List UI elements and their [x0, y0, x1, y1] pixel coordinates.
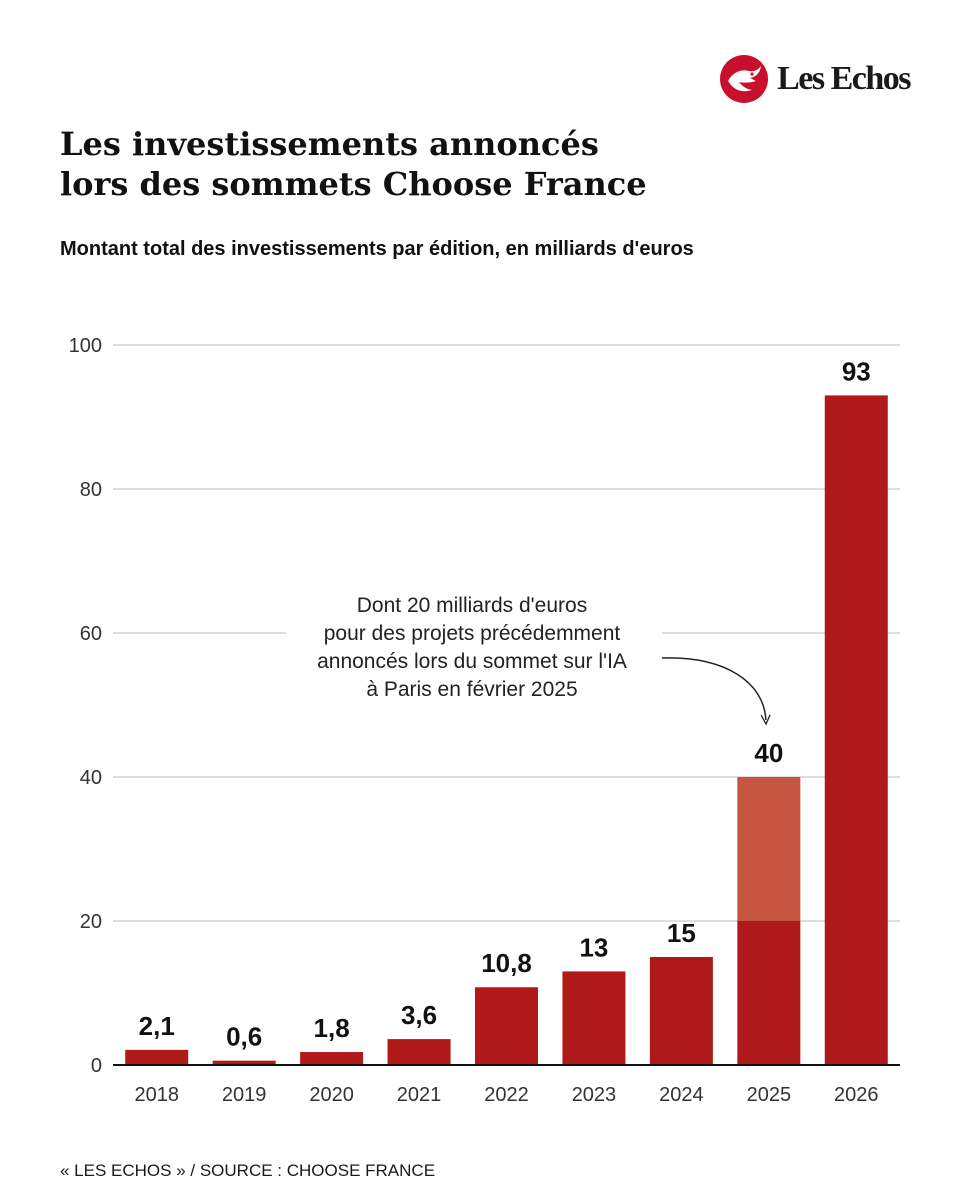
chart-subtitle: Montant total des investissements par éd… — [60, 238, 694, 260]
x-tick-label: 2018 — [134, 1084, 179, 1106]
value-label: 13 — [579, 932, 608, 962]
value-label: 10,8 — [481, 948, 532, 978]
annotation-line: pour des projets précédemment — [324, 622, 621, 645]
value-label: 1,8 — [314, 1013, 350, 1043]
y-tick-label: 60 — [80, 623, 102, 645]
x-tick-label: 2020 — [309, 1084, 354, 1106]
x-tick-label: 2019 — [222, 1084, 267, 1106]
annotation-line: annoncés lors du sommet sur l'IA — [317, 650, 627, 673]
x-tick-label: 2022 — [484, 1084, 529, 1106]
source-note: « LES ECHOS » / SOURCE : CHOOSE FRANCE — [60, 1161, 436, 1180]
bar-2020 — [300, 1052, 364, 1065]
annotation-text: Dont 20 milliards d'euros pour des projet… — [317, 594, 627, 701]
y-tick-label: 0 — [91, 1055, 102, 1077]
title-line-2: lors des sommets Choose France — [60, 165, 647, 203]
y-tick-label: 20 — [80, 911, 102, 933]
value-label: 3,6 — [401, 1000, 437, 1030]
value-label: 0,6 — [226, 1022, 262, 1052]
brand-logo: Les Echos — [719, 53, 911, 105]
y-tick-label: 80 — [80, 479, 102, 501]
x-tick-label: 2026 — [834, 1084, 879, 1106]
value-label: 15 — [667, 918, 696, 948]
y-tick-label: 100 — [69, 335, 102, 357]
annotation-line: à Paris en février 2025 — [366, 678, 577, 701]
y-tick-label: 40 — [80, 767, 102, 789]
x-tick-label: 2021 — [397, 1084, 442, 1106]
annotation-background — [286, 586, 662, 702]
title-line-1: Les investissements annoncés — [60, 125, 599, 163]
les-echos-emblem-icon — [720, 55, 769, 103]
bar-2018 — [125, 1049, 189, 1065]
bar-2025-upper-segment — [737, 777, 801, 921]
value-label: 93 — [842, 356, 871, 386]
bar-2026 — [824, 395, 888, 1065]
annotation-arrow — [661, 657, 771, 726]
x-tick-label: 2024 — [659, 1084, 704, 1106]
bar-2023 — [562, 971, 626, 1065]
x-tick-label: 2023 — [572, 1084, 617, 1106]
bar-2025-lower-segment — [737, 921, 801, 1065]
chart-title: Les investissements annoncés lors des so… — [60, 124, 780, 204]
value-label: 2,1 — [139, 1011, 175, 1041]
bar-2024 — [649, 957, 713, 1065]
x-tick-label: 2025 — [747, 1084, 792, 1106]
bar-2021 — [387, 1039, 451, 1065]
value-label: 40 — [754, 738, 783, 768]
brand-name: Les Echos — [777, 60, 911, 97]
bar-2019 — [212, 1060, 276, 1065]
annotation-line: Dont 20 milliards d'euros — [357, 594, 587, 617]
bar-chart: 0 20 40 60 80 100 2,1 2018 0,6 2019 1,8 2020 3,6 202… — [69, 335, 900, 1106]
bar-2022 — [475, 987, 538, 1065]
